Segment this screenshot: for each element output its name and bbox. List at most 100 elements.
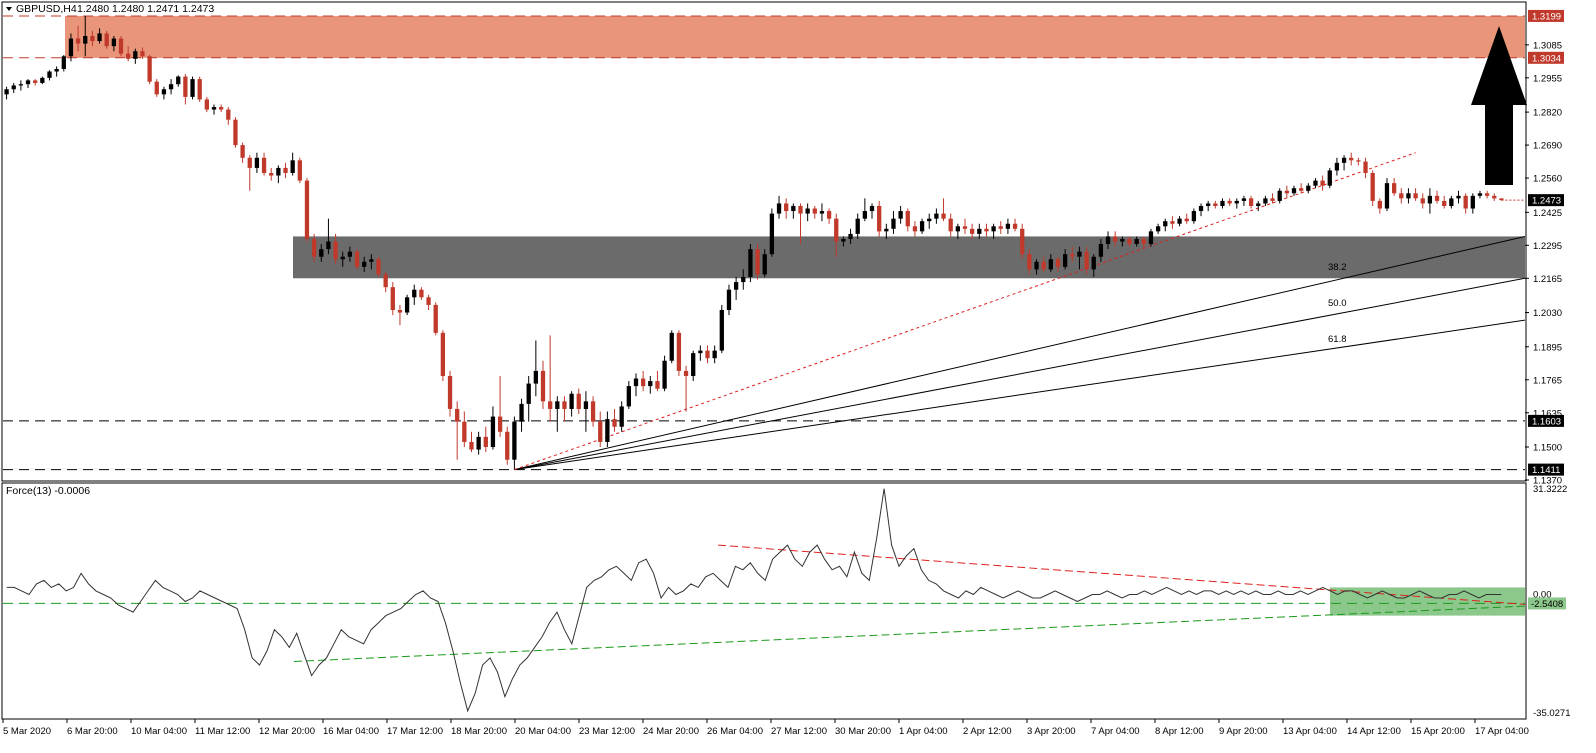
candle-body <box>1470 195 1475 209</box>
price-tick-label: 1.2425 <box>1533 208 1562 219</box>
candle-body <box>548 401 553 409</box>
candle-body <box>240 145 245 158</box>
candle-body <box>1134 238 1139 245</box>
candle-body <box>447 375 453 409</box>
price-tick-label: 1.1370 <box>1533 476 1562 487</box>
candle-body <box>1127 238 1132 245</box>
candle-body <box>347 251 353 257</box>
candle-body <box>1456 195 1461 199</box>
candle-body <box>733 282 739 290</box>
x-tick-label: 23 Mar 12:00 <box>579 726 635 737</box>
candle-body <box>83 35 88 44</box>
candle-body <box>1256 203 1261 206</box>
candle-body <box>505 431 510 460</box>
candle-body <box>326 241 331 250</box>
candle-body <box>1277 190 1282 201</box>
candle-body <box>962 226 968 229</box>
candles-layer <box>4 15 1504 470</box>
x-tick-label: 1 Apr 04:00 <box>899 726 948 737</box>
level-tag-11411: 1.1411 <box>1532 465 1560 476</box>
candle-body <box>376 259 381 275</box>
candle-body <box>1098 244 1104 257</box>
candle-body <box>397 310 403 313</box>
candle-body <box>426 297 431 305</box>
candle-body <box>619 406 624 427</box>
candle-body <box>698 350 703 354</box>
candle-body <box>40 77 45 83</box>
fib-label-500: 50.0 <box>1328 298 1347 309</box>
candle-body <box>276 167 281 176</box>
candle-body <box>626 386 631 407</box>
level-tag-13034: 1.3034 <box>1532 53 1561 64</box>
candle-body <box>25 80 31 85</box>
candle-body <box>769 213 775 255</box>
candle-body <box>1406 193 1411 199</box>
candle-body <box>941 213 946 219</box>
candle-body <box>669 332 674 361</box>
candle-body <box>748 249 753 278</box>
candle-body <box>1349 157 1354 161</box>
candle-body <box>640 378 646 387</box>
candle-body <box>1420 198 1425 204</box>
candle-body <box>848 233 853 239</box>
force-line <box>6 488 1502 713</box>
candle-body <box>927 218 932 222</box>
candle-body <box>333 241 338 260</box>
level-tag-11603-bg <box>1528 414 1564 427</box>
candle-body <box>311 238 317 257</box>
candle-body <box>197 79 202 100</box>
x-tick-label: 9 Apr 20:00 <box>1219 726 1268 737</box>
x-tick-label: 14 Apr 12:00 <box>1347 726 1401 737</box>
candle-body <box>1141 238 1146 245</box>
candle-body <box>1163 221 1168 227</box>
candle-body <box>290 160 295 173</box>
candle-body <box>869 205 875 212</box>
force-current-tag: -2.5408 <box>1531 599 1563 610</box>
candle-body <box>798 205 803 214</box>
candle-body <box>190 79 195 97</box>
candle-body <box>891 218 896 229</box>
candle-body <box>462 421 467 442</box>
candle-body <box>1399 193 1404 199</box>
candle-body <box>497 416 503 432</box>
candle-body <box>147 56 152 82</box>
price-tick-label: 1.2690 <box>1533 141 1562 152</box>
candle-body <box>1384 183 1390 209</box>
candle-body <box>369 259 374 262</box>
candle-body <box>533 370 538 384</box>
x-tick-label: 17 Mar 12:00 <box>387 726 443 737</box>
levels-layer <box>3 15 1525 471</box>
x-tick-label: 11 Mar 12:00 <box>195 726 250 737</box>
candle-body <box>919 221 925 232</box>
collapse-triangle-icon[interactable] <box>6 7 12 11</box>
candle-body <box>1327 170 1332 186</box>
force-axis-label: 0.00 <box>1533 589 1552 600</box>
candle-body <box>54 68 59 72</box>
x-tick-label: 12 Mar 20:00 <box>259 726 315 737</box>
candle-body <box>1091 256 1096 270</box>
candle-body <box>226 109 231 120</box>
candle-body <box>655 381 660 389</box>
candle-body <box>905 211 910 227</box>
price-tick-label: 1.2295 <box>1533 241 1562 252</box>
candle-body <box>412 289 417 298</box>
candle-body <box>970 228 975 234</box>
candle-body <box>884 228 889 232</box>
candle-body <box>1263 198 1268 204</box>
price-tick-label: 1.2560 <box>1533 174 1562 185</box>
candle-body <box>490 416 496 448</box>
price-tick-label: 1.1500 <box>1533 443 1562 454</box>
candle-body <box>269 172 274 176</box>
candle-body <box>877 205 882 232</box>
candle-body <box>1356 160 1361 162</box>
candle-body <box>648 381 653 387</box>
candle-body <box>598 421 603 442</box>
candle-body <box>433 304 438 333</box>
candle-body <box>1434 195 1440 201</box>
candle-body <box>676 332 682 371</box>
price-tick-label: 1.2030 <box>1533 308 1562 319</box>
force-green-trendline <box>293 605 1526 662</box>
candle-body <box>1449 198 1454 206</box>
candle-body <box>1270 198 1275 201</box>
